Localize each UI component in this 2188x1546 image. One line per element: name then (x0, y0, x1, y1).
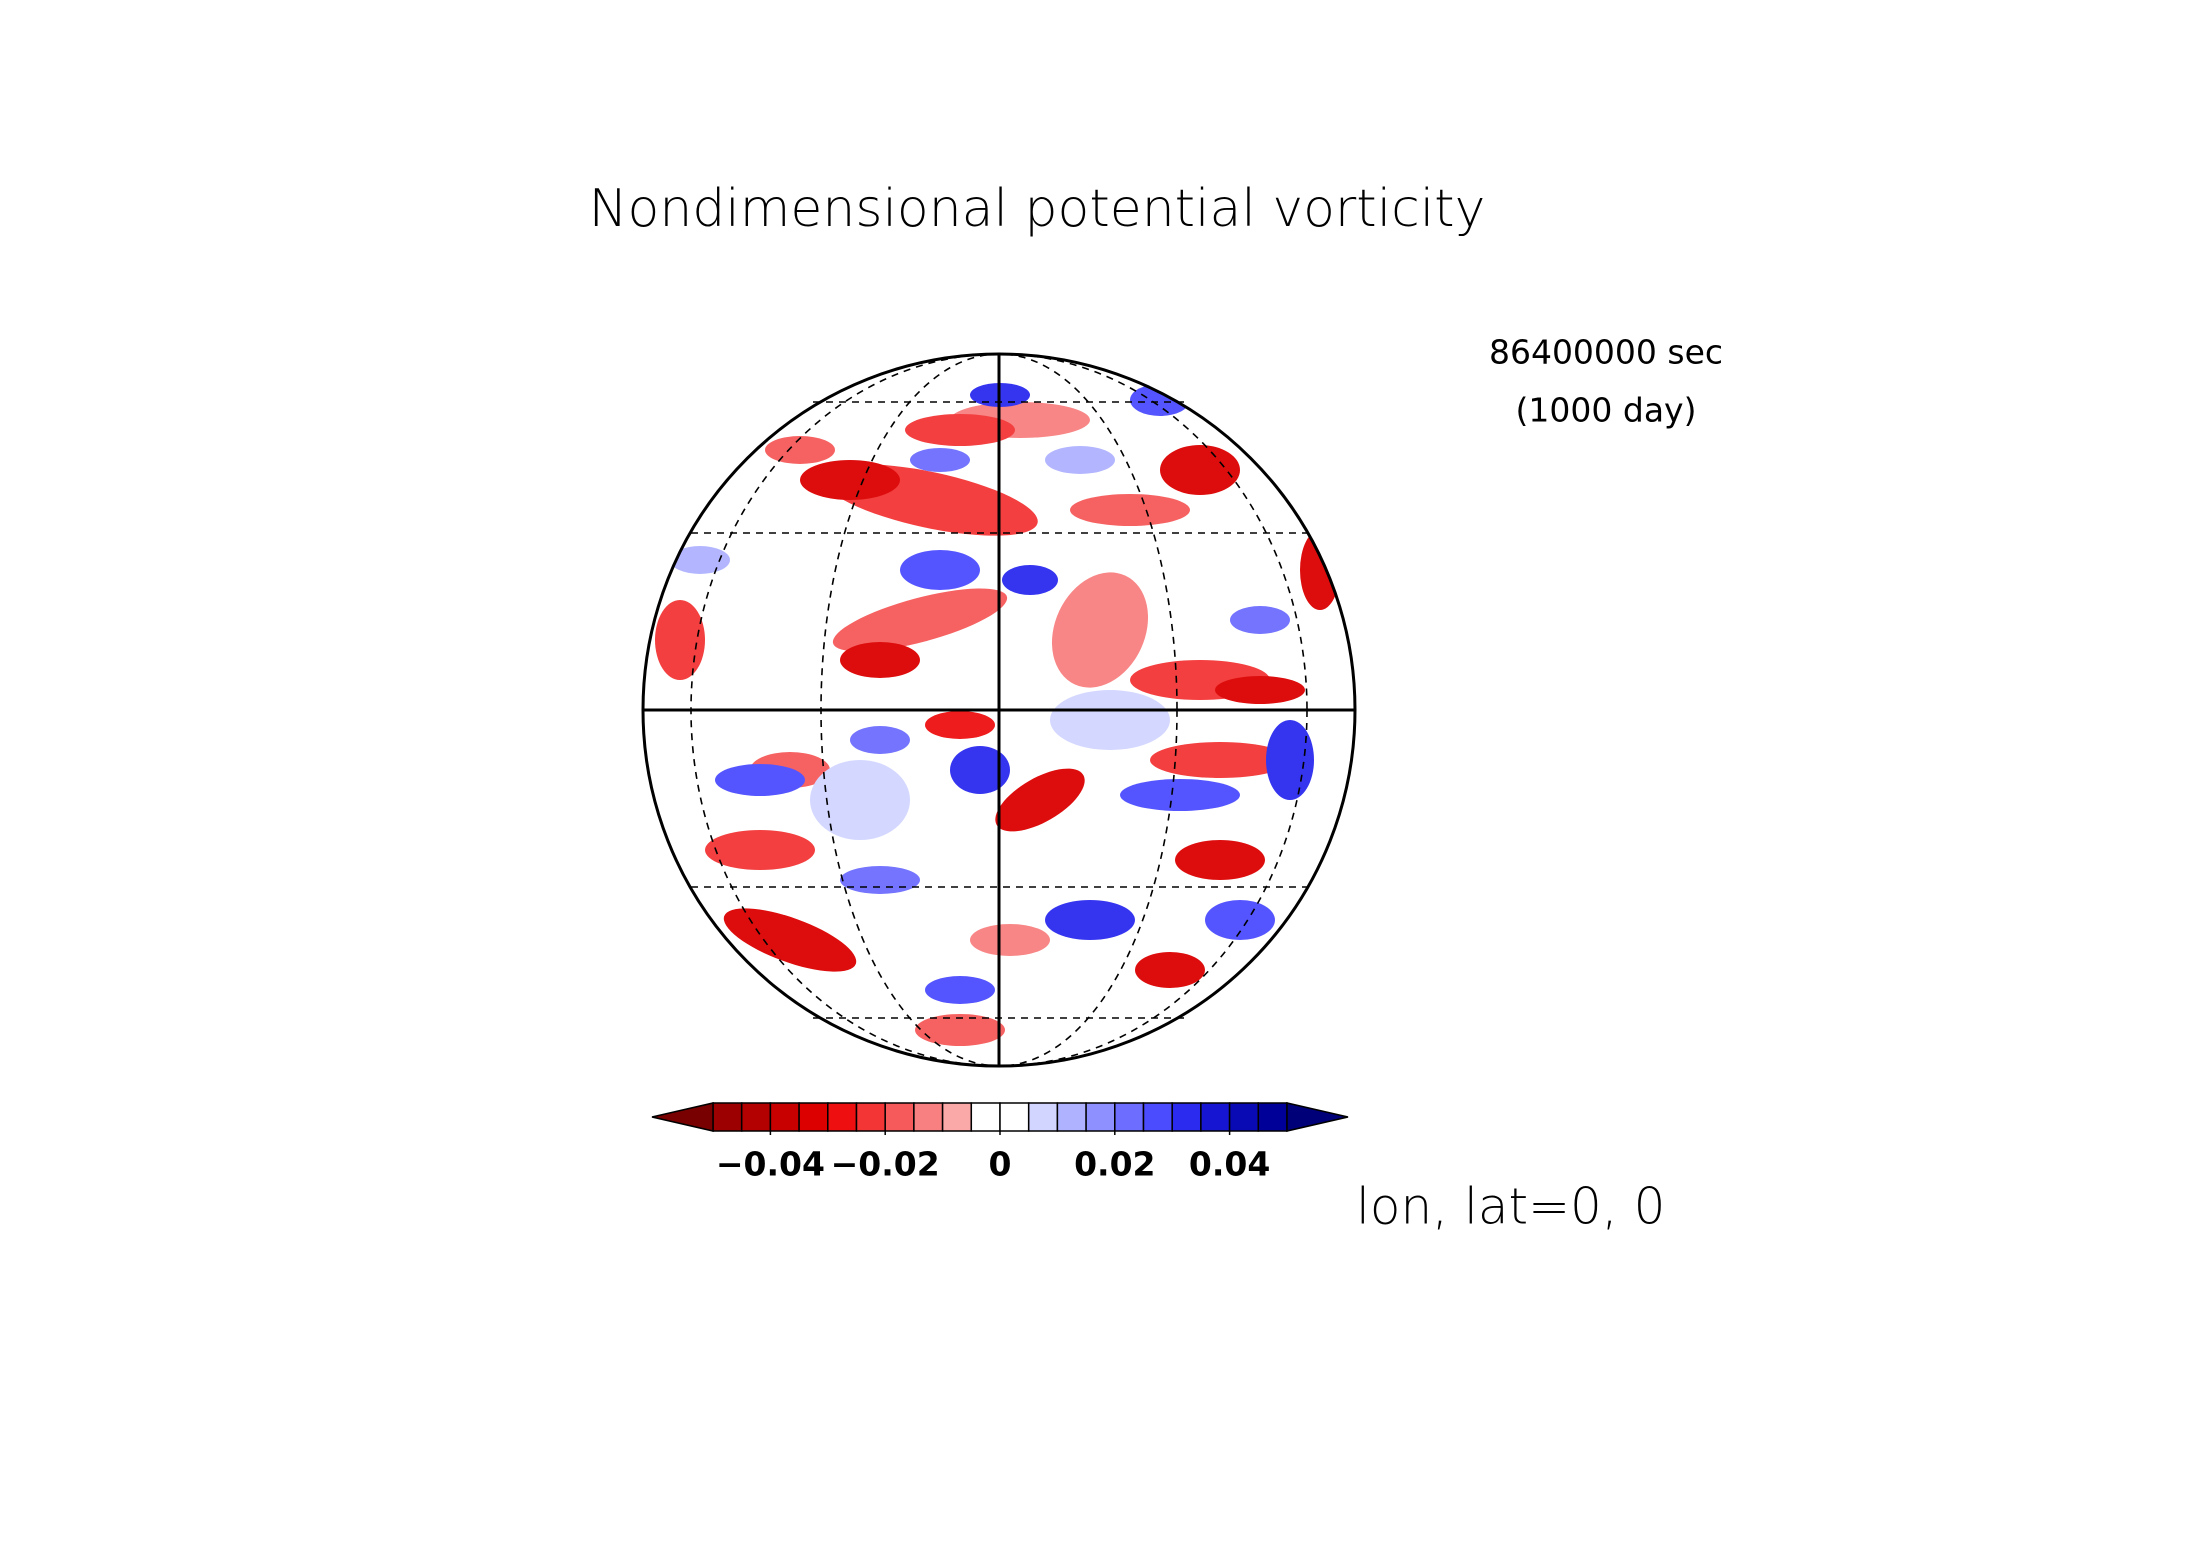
colorbar-box (1228, 1102, 1260, 1132)
colorbar-box (1114, 1102, 1145, 1132)
colorbar-tick-label: −0.02 (831, 1145, 940, 1184)
colorbar-box (712, 1102, 743, 1132)
colorbar-tick-label: −0.04 (716, 1145, 825, 1184)
colorbar-tick-label: 0 (989, 1145, 1012, 1184)
colorbar-box (855, 1102, 886, 1132)
colorbar-box (1056, 1102, 1087, 1132)
colorbar-box (913, 1102, 944, 1132)
colorbar-box (999, 1102, 1030, 1132)
colorbar: −0.04 −0.02 0 0.02 0.04 (651, 1102, 1349, 1184)
colorbar-box (1200, 1102, 1231, 1132)
colorbar-box (1085, 1102, 1116, 1132)
projection-label: lon, lat=0, 0 (1356, 1178, 1665, 1236)
colorbar-tick-label: 0.04 (1189, 1145, 1270, 1184)
colorbar-box (1257, 1102, 1288, 1132)
time-label: 86400000 sec (1489, 333, 1723, 372)
colorbar-box (970, 1102, 1001, 1132)
day-label: (1000 day) (1516, 391, 1697, 430)
colorbar-box (740, 1102, 772, 1132)
colorbar-box (1027, 1102, 1059, 1132)
colorbar-box (827, 1102, 858, 1132)
chart-title: Nondimensional potential vorticity (589, 179, 1486, 239)
colorbar-box (884, 1102, 915, 1132)
colorbar-box (798, 1102, 829, 1132)
colorbar-box (1142, 1102, 1173, 1132)
graticule (641, 352, 1357, 1068)
colorbar-extend-low (651, 1102, 714, 1132)
colorbar-box (1171, 1102, 1202, 1132)
colorbar-box (941, 1102, 973, 1132)
colorbar-tick-label: 0.02 (1074, 1145, 1155, 1184)
colorbar-extend-high (1286, 1102, 1349, 1132)
colorbar-box (769, 1102, 800, 1132)
